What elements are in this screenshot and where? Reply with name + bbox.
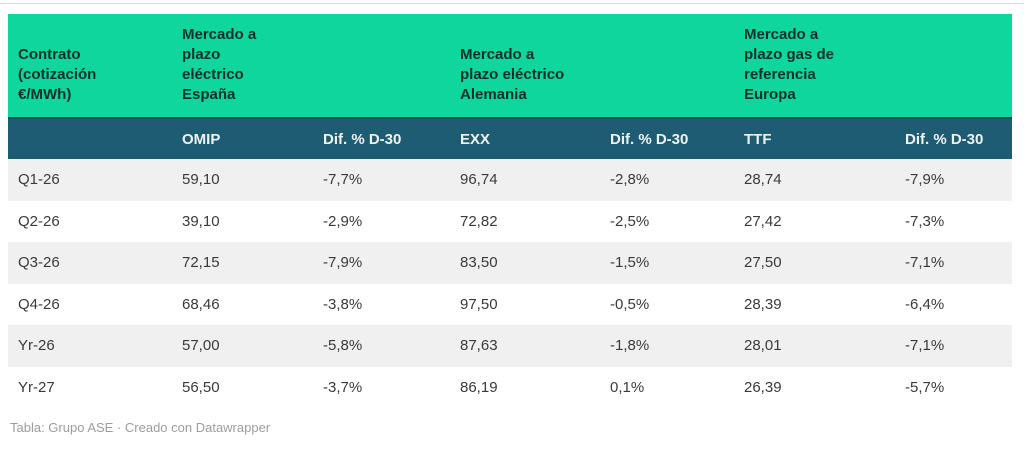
group-header-spacer-1	[313, 14, 450, 117]
forward-market-table: Contrato (cotización €/MWh) Mercado a pl…	[8, 14, 1012, 408]
cell-omip-diff: -3,8%	[323, 295, 363, 313]
cell-omip-diff: -5,8%	[323, 337, 363, 355]
cell-exx-diff: -2,5%	[610, 212, 650, 230]
table-row: Yr-27 56,50 -3,7% 86,19 0,1% 26,39 -5,7%	[8, 366, 1012, 408]
cell-exx-diff: -2,8%	[610, 171, 650, 189]
cell-ttf: 28,01	[744, 337, 782, 355]
cell-contract: Yr-27	[18, 378, 55, 396]
cell-omip: 57,00	[182, 337, 220, 355]
group-header-spain: Mercado a plazo eléctrico España	[182, 26, 257, 103]
cell-ttf-diff: -7,1%	[905, 254, 945, 272]
cell-exx: 96,74	[460, 171, 498, 189]
column-header-ttf: TTF	[744, 130, 772, 148]
cell-omip: 59,10	[182, 171, 220, 189]
cell-ttf: 28,39	[744, 295, 782, 313]
cell-ttf-diff: -6,4%	[905, 295, 945, 313]
group-header-germany: Mercado a plazo eléctrico Alemania	[460, 46, 565, 103]
cell-exx-diff: -0,5%	[610, 295, 650, 313]
column-header-dif-omip: Dif. % D-30	[323, 130, 402, 148]
cell-exx: 72,82	[460, 212, 498, 230]
table-attribution: Tabla: Grupo ASE · Creado con Datawrappe…	[10, 420, 271, 435]
column-header-contract	[8, 119, 172, 159]
group-header-europe: Mercado a plazo gas de referencia Europa	[744, 26, 835, 103]
table-row: Q2-26 39,10 -2,9% 72,82 -2,5% 27,42 -7,3…	[8, 200, 1012, 242]
cell-contract: Q4-26	[18, 295, 60, 313]
cell-ttf-diff: -7,3%	[905, 212, 945, 230]
cell-contract: Yr-26	[18, 337, 55, 355]
cell-contract: Q2-26	[18, 212, 60, 230]
cell-ttf: 26,39	[744, 378, 782, 396]
cell-exx: 86,19	[460, 378, 498, 396]
cell-omip-diff: -2,9%	[323, 212, 363, 230]
group-header-spacer-2	[600, 14, 734, 117]
cell-omip-diff: -3,7%	[323, 378, 363, 396]
cell-ttf: 27,50	[744, 254, 782, 272]
column-header-exx: EXX	[460, 130, 491, 148]
cell-ttf: 28,74	[744, 171, 782, 189]
cell-exx: 83,50	[460, 254, 498, 272]
cell-contract: Q3-26	[18, 254, 60, 272]
table-row: Q4-26 68,46 -3,8% 97,50 -0,5% 28,39 -6,4…	[8, 283, 1012, 325]
group-header-row: Contrato (cotización €/MWh) Mercado a pl…	[8, 14, 1012, 117]
column-header-dif-ttf: Dif. % D-30	[905, 130, 984, 148]
cell-ttf-diff: -7,1%	[905, 337, 945, 355]
cell-omip: 72,15	[182, 254, 220, 272]
column-header-omip: OMIP	[182, 130, 221, 148]
cell-contract: Q1-26	[18, 171, 60, 189]
cell-omip-diff: -7,9%	[323, 254, 363, 272]
group-header-spacer-3	[895, 14, 1012, 117]
column-header-dif-exx: Dif. % D-30	[610, 130, 689, 148]
table-row: Q1-26 59,10 -7,7% 96,74 -2,8% 28,74 -7,9…	[8, 159, 1012, 201]
table-row: Q3-26 72,15 -7,9% 83,50 -1,5% 27,50 -7,1…	[8, 242, 1012, 284]
cell-omip: 39,10	[182, 212, 220, 230]
cell-omip: 56,50	[182, 378, 220, 396]
table-row: Yr-26 57,00 -5,8% 87,63 -1,8% 28,01 -7,1…	[8, 325, 1012, 367]
cell-ttf-diff: -7,9%	[905, 171, 945, 189]
cell-omip: 68,46	[182, 295, 220, 313]
cell-omip-diff: -7,7%	[323, 171, 363, 189]
top-divider	[0, 3, 1024, 4]
cell-exx-diff: 0,1%	[610, 378, 645, 396]
cell-ttf: 27,42	[744, 212, 782, 230]
cell-exx-diff: -1,5%	[610, 254, 650, 272]
column-header-row: OMIP Dif. % D-30 EXX Dif. % D-30 TTF Dif…	[8, 117, 1012, 159]
cell-exx: 97,50	[460, 295, 498, 313]
cell-exx: 87,63	[460, 337, 498, 355]
cell-exx-diff: -1,8%	[610, 337, 650, 355]
group-header-contract: Contrato (cotización €/MWh)	[18, 46, 97, 103]
cell-ttf-diff: -5,7%	[905, 378, 945, 396]
